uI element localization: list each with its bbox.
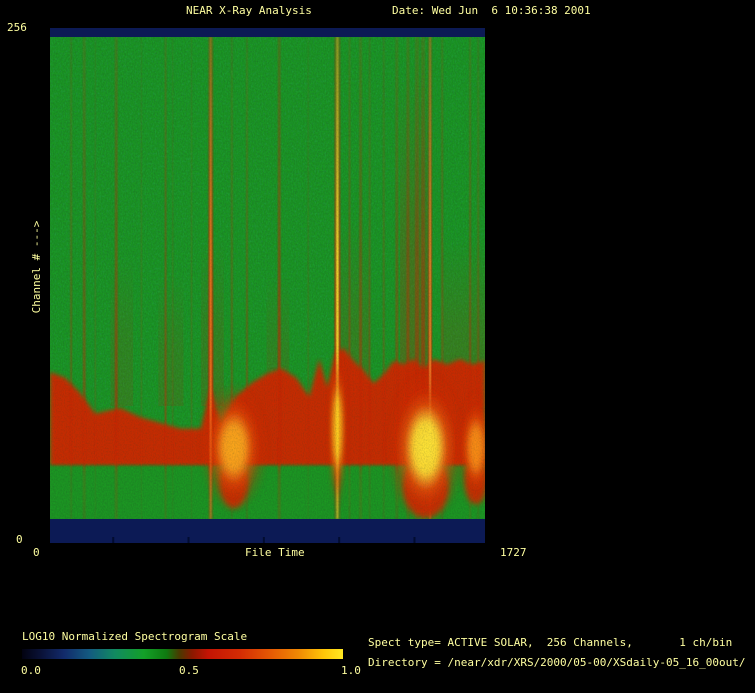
colorbar-title: LOG10 Normalized Spectrogram Scale xyxy=(22,630,248,643)
spectrogram-canvas xyxy=(48,28,495,543)
spectrogram-grain-overlay xyxy=(50,37,485,519)
y-axis-max-label: 256 xyxy=(7,21,27,34)
spectrogram-frame-bands xyxy=(50,28,485,543)
colorbar-tick-high: 1.0 xyxy=(341,664,361,677)
y-axis-title: Channel # ---> xyxy=(30,220,43,314)
colorbar-gradient xyxy=(22,649,343,659)
x-axis-max-label: 1727 xyxy=(500,546,527,559)
x-axis-min-label: 0 xyxy=(33,546,40,559)
colorbar-tick-low: 0.0 xyxy=(21,664,41,677)
y-axis-min-label: 0 xyxy=(16,533,23,546)
colorbar-tick-mid: 0.5 xyxy=(179,664,199,677)
spect-type-line: Spect type= ACTIVE SOLAR, 256 Channels, … xyxy=(368,636,733,649)
date-label: Date: Wed Jun 6 10:36:38 2001 xyxy=(392,4,591,17)
spectrogram-plot xyxy=(48,28,495,543)
x-axis-title: File Time xyxy=(245,546,305,559)
directory-line: Directory = /near/xdr/XRS/2000/05-00/XSd… xyxy=(368,656,746,669)
page-title: NEAR X-Ray Analysis xyxy=(186,4,312,17)
